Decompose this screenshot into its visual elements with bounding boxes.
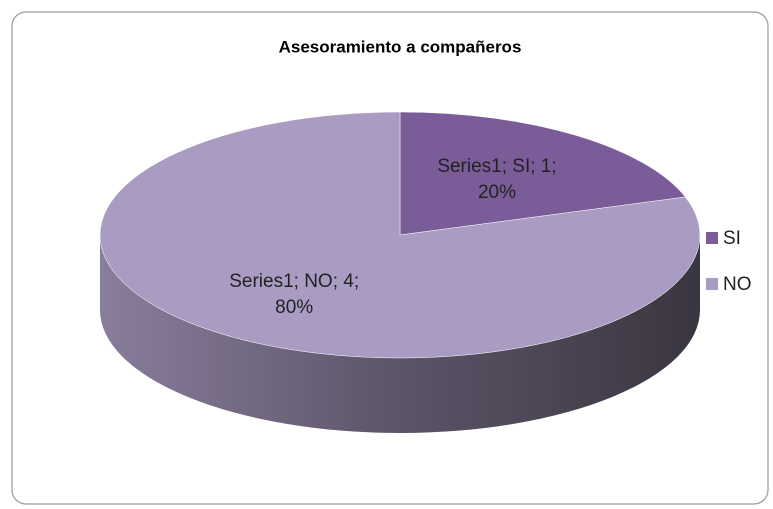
chart-title: Asesoramiento a compañeros <box>279 37 522 56</box>
data-label: Series1; SI; 1; 20% <box>437 156 557 204</box>
legend-swatch <box>706 232 718 244</box>
legend-label: NO <box>723 274 752 295</box>
pie-side <box>100 235 700 433</box>
legend-label: SI <box>723 228 741 249</box>
pie-slice <box>99 111 701 359</box>
pie-slice <box>399 111 686 236</box>
data-label: Series1; NO; 4; 80% <box>229 270 360 318</box>
legend-swatch <box>706 278 718 290</box>
